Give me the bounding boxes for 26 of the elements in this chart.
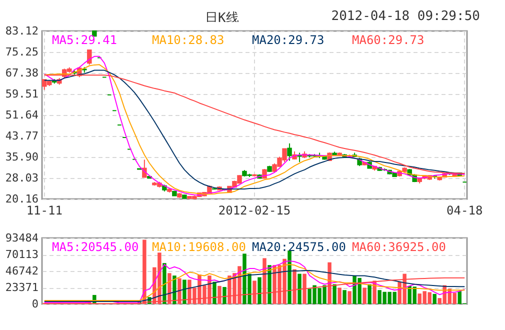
y-tick-label: 70113 [5,248,38,261]
x-tick-label: 2012-02-15 [218,204,291,218]
series-label: MA60:36925.00 [352,240,446,254]
series-label: MA5:29.41 [52,33,118,47]
y-tick-label: 93484 [5,232,39,244]
y-tick-label: 46742 [5,264,38,278]
text: MA5:20545.00 [52,240,139,254]
text: MA60:29.73 [352,33,424,47]
y-tick-label: 28.03 [5,172,38,184]
y-tick-label: 67.38 [5,66,38,80]
y-tick-label: 59.51 [5,88,38,100]
y-tick-label: 83.12 [5,24,38,38]
y-tick-label: 43.77 [5,130,38,142]
y-tick-label: 23371 [5,281,38,294]
y-tick-label: 35.90 [5,150,38,164]
y-tick-label: 51.64 [5,108,39,122]
y-tick-label: 75.25 [5,46,38,58]
series-label: MA20:24575.00 [252,240,346,254]
series-label: MA10:19608.00 [152,240,246,254]
chart-subtitle: 2012-04-18 09:29:50 [331,9,480,24]
text: MA20:29.73 [252,33,324,47]
x-tick-label: 11-11 [26,204,62,218]
text: MA10:28.83 [152,33,224,47]
x-tick-label: 04-18 [446,204,483,218]
y-tick-label: 0 [32,298,38,310]
y-tick-label: 20.16 [5,192,38,206]
